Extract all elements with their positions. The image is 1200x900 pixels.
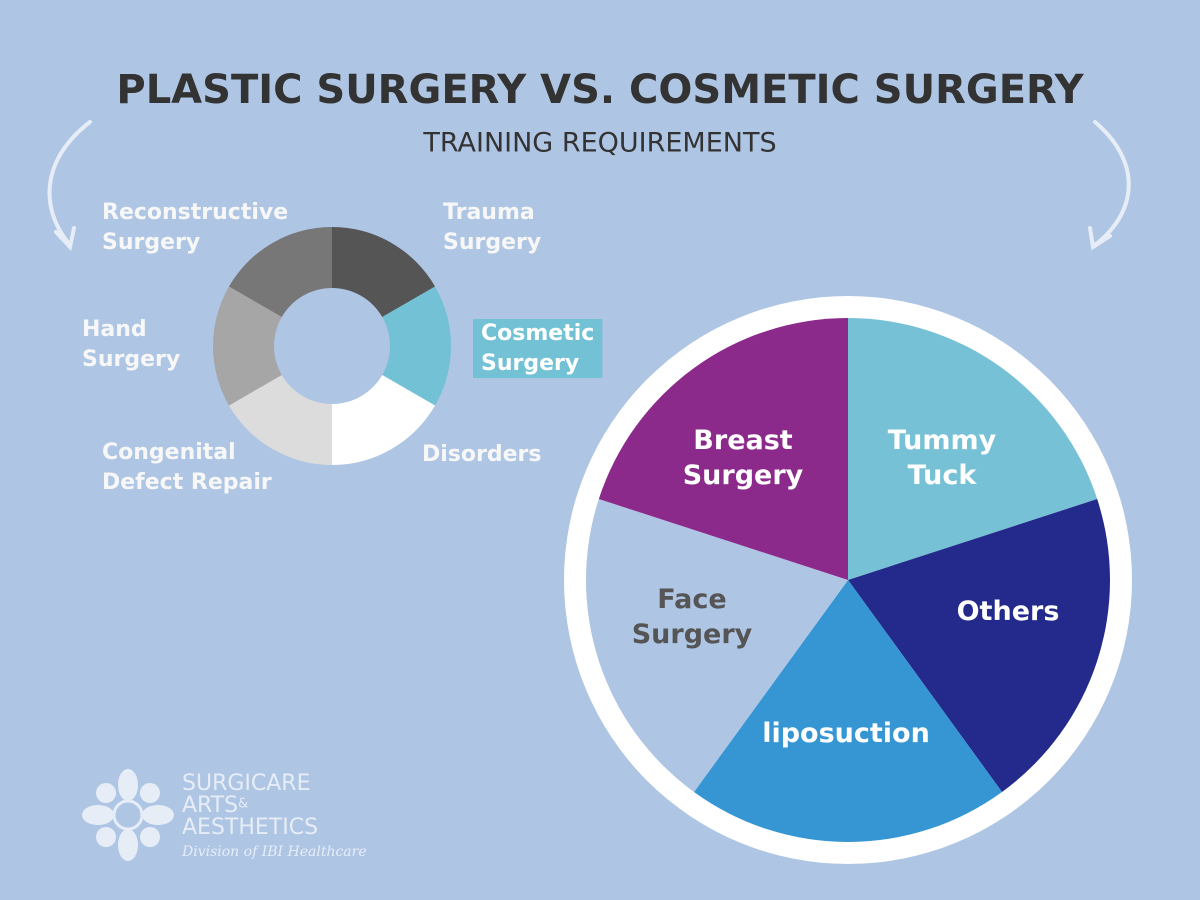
logo-petal xyxy=(140,827,160,847)
segment-label: Breast Surgery xyxy=(683,425,804,491)
label-highlight xyxy=(473,319,603,378)
pie-segment xyxy=(694,580,1002,843)
segment-label: Congenital Defect Repair xyxy=(102,440,272,495)
segment-label: Disorders xyxy=(422,442,541,467)
donut-segment xyxy=(332,227,436,317)
pie-segment xyxy=(848,499,1110,792)
donut-segment xyxy=(228,227,332,317)
segment-label: Hand Surgery xyxy=(82,317,180,372)
logo-petal xyxy=(118,829,138,861)
logo: SURGICARE ARTS & AESTHETICS Division of … xyxy=(82,769,367,861)
segment-label: liposuction xyxy=(762,718,930,749)
pie-segment xyxy=(598,318,848,580)
logo-petal xyxy=(118,769,138,801)
pie-segment xyxy=(848,318,1098,580)
segment-label: Tummy Tuck xyxy=(888,425,997,491)
segment-label: Cosmetic Surgery xyxy=(481,321,594,376)
segment-label: Others xyxy=(957,596,1060,627)
arrow-left xyxy=(47,120,92,252)
logo-tagline: Division of IBI Healthcare xyxy=(181,844,367,860)
title: PLASTIC SURGERY VS. COSMETIC SURGERY xyxy=(116,67,1084,113)
logo-petal xyxy=(96,827,116,847)
segment-label: Trauma Surgery xyxy=(443,200,541,255)
logo-text: AESTHETICS xyxy=(182,815,318,840)
logo-petal xyxy=(82,805,114,825)
segment-label: Reconstructive Surgery xyxy=(102,200,288,255)
donut-segment xyxy=(213,286,282,406)
logo-petal xyxy=(96,783,116,803)
donut-segment xyxy=(332,375,436,465)
subtitle: TRAINING REQUIREMENTS xyxy=(422,128,776,159)
pie-segment xyxy=(585,499,848,792)
arrow-right xyxy=(1088,120,1131,251)
logo-text: ARTS xyxy=(182,793,238,818)
logo-petal xyxy=(140,783,160,803)
donut-segment xyxy=(382,286,452,406)
segment-label: Face Surgery xyxy=(632,584,753,650)
logo-petal xyxy=(142,805,174,825)
logo-text: & xyxy=(238,797,248,812)
logo-text: SURGICARE xyxy=(182,771,311,796)
donut-segment xyxy=(228,375,332,465)
